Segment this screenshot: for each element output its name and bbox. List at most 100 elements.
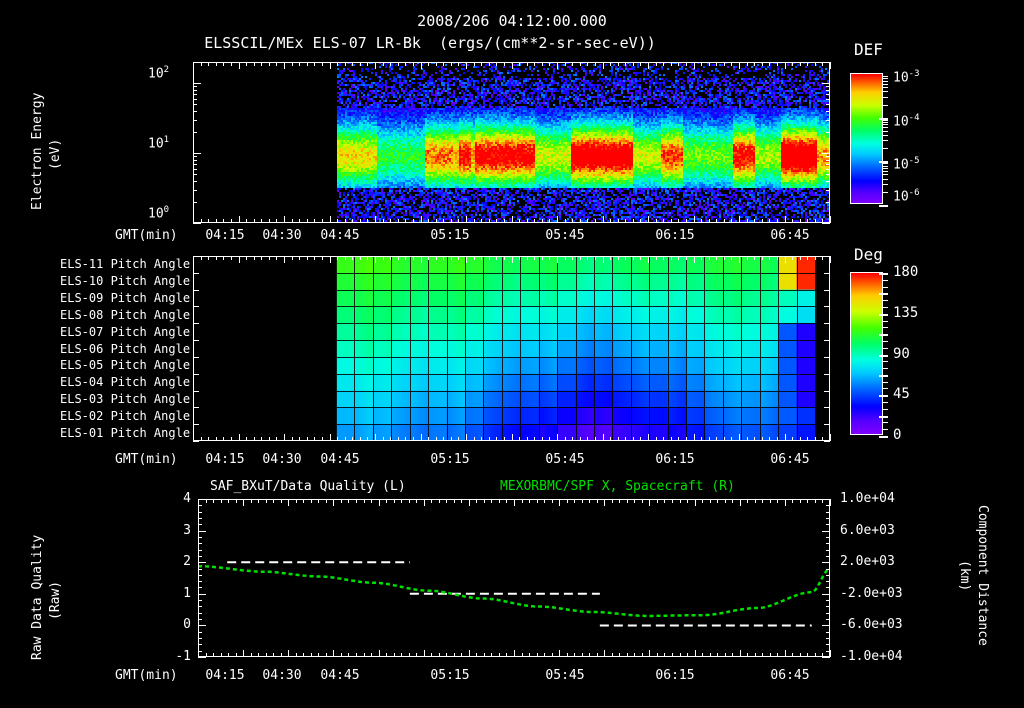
deg-colorbar-tick (882, 368, 888, 369)
deg-colorbar-tick (879, 375, 888, 377)
deg-colorbar-tick (882, 300, 888, 301)
axis-tick (193, 223, 201, 224)
panel2-colorbar-title: Deg (854, 245, 883, 264)
panel3-xlabel: GMT(min) (115, 668, 178, 683)
axis-tick (198, 657, 206, 658)
xtick-label: 04:15 (205, 668, 245, 683)
panel3-ytick-right: 2.0e+03 (840, 554, 895, 569)
xtick-label: 05:45 (545, 668, 585, 683)
deg-colorbar-tick (879, 334, 888, 336)
def-colorbar-tick (882, 91, 888, 92)
def-colorbar-tick (882, 184, 888, 185)
xtick-label: 06:45 (770, 228, 810, 243)
panel1-ylabel: Electron Energy (30, 92, 45, 210)
def-colorbar-label-mantissa: 10 (893, 157, 909, 173)
panel2-xlabel: GMT(min) (115, 452, 178, 467)
def-colorbar-tick (882, 78, 888, 79)
panel1-ytick-10e0: 100 (148, 205, 169, 221)
xtick-label: 04:45 (320, 452, 360, 467)
panel2-row-label: ELS-03 Pitch Angle (60, 392, 191, 406)
panel3-ytick-left: 0 (183, 617, 191, 632)
deg-colorbar-tick (882, 402, 888, 403)
panel3-ytick-left: 1 (183, 586, 191, 601)
deg-colorbar-tick (882, 287, 888, 288)
panel2-row-label: ELS-11 Pitch Angle (60, 257, 191, 271)
panel2-plot-area (193, 256, 830, 441)
def-colorbar-tick (882, 140, 888, 141)
xtick-label: 06:15 (655, 452, 695, 467)
panel1-yunits: (eV) (48, 138, 63, 170)
xtick-label: 04:30 (262, 452, 302, 467)
panel1-ytick-10e1: 101 (148, 135, 169, 151)
deg-colorbar-tick (879, 395, 888, 397)
deg-colorbar-tick (882, 382, 888, 383)
xtick-label: 04:45 (320, 668, 360, 683)
def-colorbar-tick (882, 174, 888, 175)
def-colorbar-tick (882, 192, 888, 193)
deg-colorbar-tick (879, 416, 888, 418)
deg-colorbar-ticks (879, 273, 888, 438)
deg-colorbar-label: 135 (893, 305, 919, 321)
deg-colorbar (850, 272, 888, 438)
panel3-yunits-left: (Raw) (48, 580, 63, 620)
def-colorbar-label-mantissa: 10 (893, 70, 909, 86)
def-colorbar-tick (882, 131, 888, 132)
panel2-row-label: ELS-09 Pitch Angle (60, 291, 191, 305)
def-colorbar-label: 10-4 (893, 113, 920, 129)
panel3-title-right: MEXORBMC/SPF X, Spacecraft (R) (500, 479, 735, 494)
def-colorbar-tick (882, 171, 888, 172)
panel2-row-label: ELS-08 Pitch Angle (60, 308, 191, 322)
def-colorbar-tick (882, 163, 888, 164)
deg-colorbar-tick (882, 280, 888, 281)
axis-tick (830, 650, 831, 657)
deg-colorbar-tick (879, 436, 888, 438)
page-subtitle: ELSSCIL/MEx ELS-07 LR-Bk (ergs/(cm**2-sr… (204, 34, 656, 52)
axis-tick (830, 434, 831, 441)
def-colorbar-ticks (879, 74, 888, 207)
axis-tick (830, 216, 831, 223)
axis-tick (193, 441, 199, 442)
deg-colorbar-tick (882, 348, 888, 349)
panel1-ytick-exponent: 0 (163, 205, 170, 215)
panel1-ytick-mantissa: 10 (148, 136, 164, 152)
def-colorbar-tick (882, 166, 888, 167)
electron-energy-spectrogram-canvas (193, 62, 830, 223)
xtick-label: 05:45 (545, 228, 585, 243)
def-colorbar-tick (879, 118, 888, 120)
xtick-label: 05:15 (430, 668, 470, 683)
axis-tick (830, 256, 831, 263)
panel3-ytick-left: 4 (183, 491, 191, 506)
axis-tick (830, 62, 831, 69)
def-colorbar-tick (882, 127, 888, 128)
panel3-ytick-right: -6.0e+03 (840, 617, 903, 632)
axis-tick (822, 657, 830, 658)
axis-tick (822, 223, 830, 224)
deg-colorbar-label: 90 (893, 346, 910, 362)
panel1-ytick-exponent: 1 (163, 135, 170, 145)
axis-tick (824, 441, 830, 442)
xtick-label: 05:15 (430, 228, 470, 243)
deg-colorbar-tick (882, 327, 888, 328)
deg-colorbar-tick (882, 429, 888, 430)
deg-colorbar-tick (882, 361, 888, 362)
panel3-ytick-right: 6.0e+03 (840, 523, 895, 538)
def-colorbar-label-exponent: -6 (908, 188, 920, 198)
axis-tick (830, 499, 831, 506)
xtick-label: 06:45 (770, 668, 810, 683)
def-colorbar-label: 10-5 (893, 156, 920, 172)
panel3-title-left: SAF_BXuT/Data Quality (L) (210, 479, 406, 494)
def-colorbar-tick (882, 179, 888, 180)
deg-colorbar-label: 180 (893, 264, 919, 280)
panel2-row-label: ELS-05 Pitch Angle (60, 358, 191, 372)
xtick-label: 04:15 (205, 228, 245, 243)
panel2-row-label: ELS-07 Pitch Angle (60, 325, 191, 339)
panel1-ytick-exponent: 2 (163, 65, 170, 75)
deg-colorbar-tick (879, 293, 888, 295)
xtick-label: 04:45 (320, 228, 360, 243)
panel2-row-label: ELS-04 Pitch Angle (60, 375, 191, 389)
def-colorbar-tick (879, 161, 888, 163)
panel1-ytick-mantissa: 10 (148, 66, 164, 82)
def-colorbar-tick (882, 148, 888, 149)
xtick-label: 04:30 (262, 228, 302, 243)
def-colorbar-label-exponent: -5 (908, 156, 920, 166)
